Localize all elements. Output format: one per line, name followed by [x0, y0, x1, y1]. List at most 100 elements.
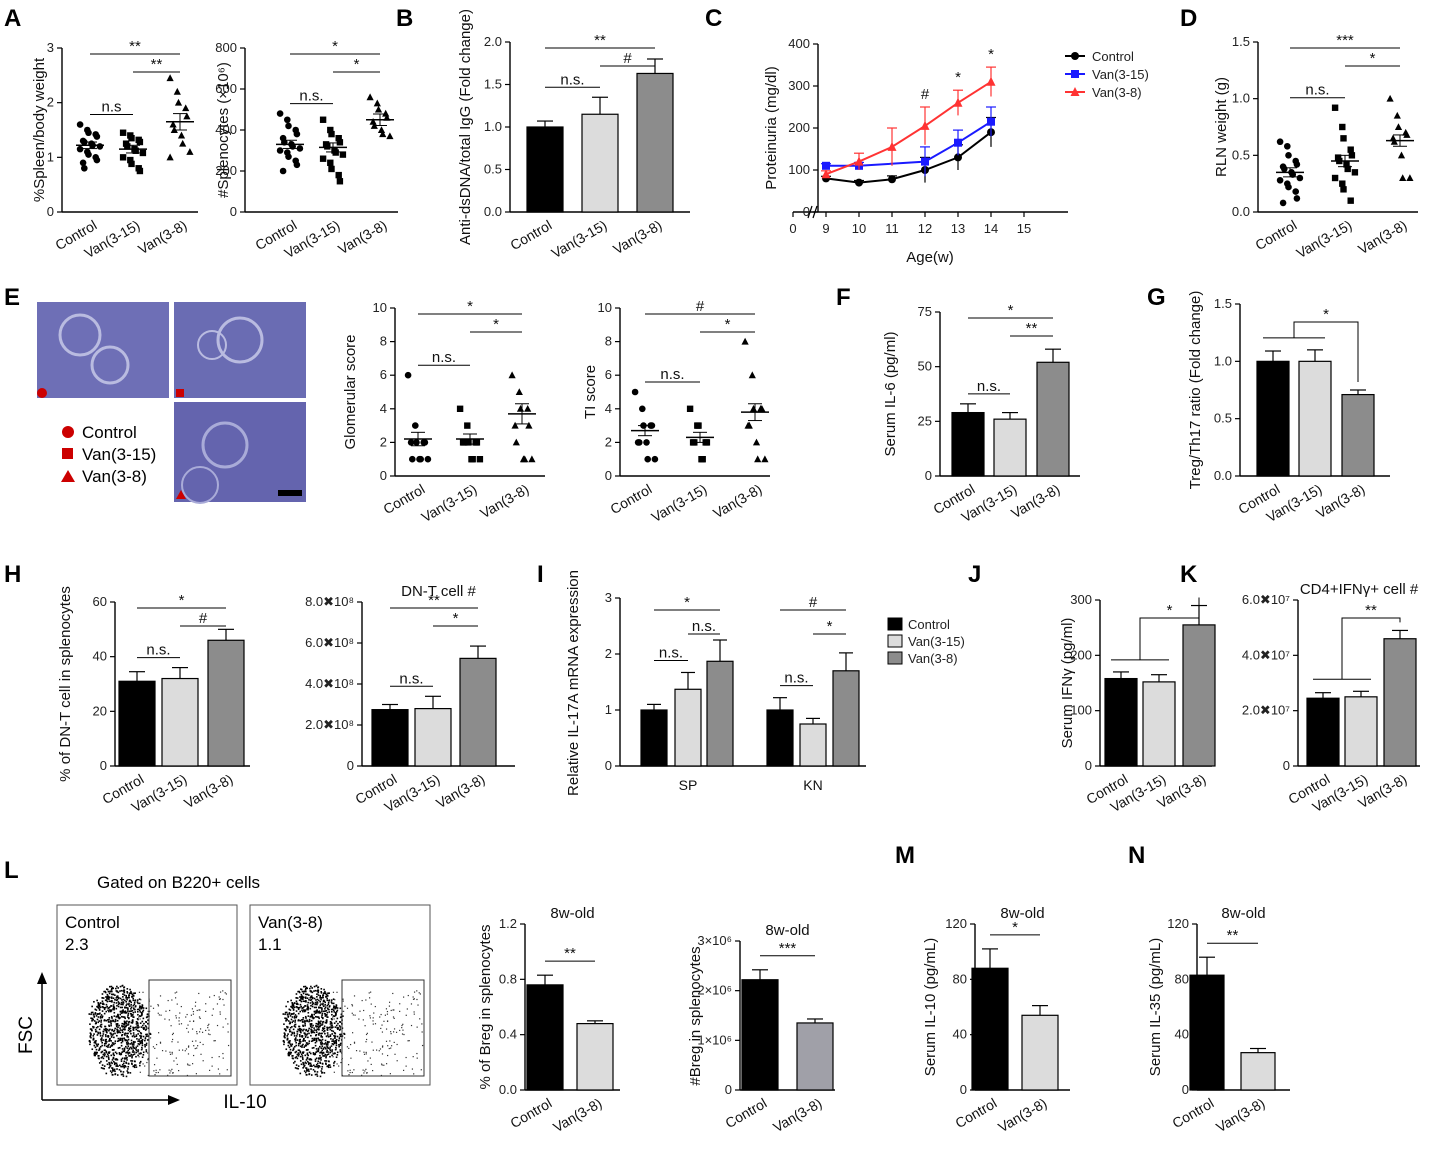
flow-dot: [325, 1014, 327, 1016]
flow-dot: [158, 1014, 160, 1016]
flow-dot: [333, 1060, 336, 1063]
flow-dot: [332, 1040, 335, 1042]
flow-dot: [208, 1023, 210, 1025]
flow-dot: [141, 1040, 143, 1043]
flow-dot: [114, 1042, 116, 1045]
data-point: [465, 439, 472, 446]
flow-dot: [134, 1011, 137, 1013]
flow-dot: [329, 1048, 331, 1050]
flow-dot: [121, 1029, 124, 1032]
flow-dot: [332, 1056, 334, 1058]
flow-dot: [108, 1039, 111, 1041]
bar: [1344, 696, 1378, 767]
flow-dot: [284, 1029, 287, 1032]
flow-dot: [324, 1042, 327, 1044]
flow-dot: [112, 997, 115, 999]
flow-dot: [99, 1035, 102, 1037]
flow-dot: [198, 1009, 200, 1011]
flow-dot: [125, 1061, 127, 1064]
flow-dot: [290, 1034, 293, 1036]
flow-dot: [291, 1004, 294, 1006]
bar: [636, 72, 674, 213]
flow-dot: [118, 1002, 121, 1005]
flow-dot: [290, 999, 292, 1002]
y-tick-label: 1×10⁶: [697, 1032, 732, 1047]
flow-dot: [336, 1007, 339, 1009]
flow-dot: [330, 1008, 333, 1011]
flow-dot: [302, 1058, 304, 1061]
flow-dot: [102, 1030, 105, 1033]
flow-dot: [105, 1003, 108, 1006]
data-point: [93, 133, 101, 140]
flow-dot: [111, 1074, 114, 1076]
legend-label: Control: [908, 617, 950, 632]
y-tick-label: 2: [47, 95, 54, 110]
flow-dot: [319, 1061, 321, 1064]
significance-label: *: [955, 69, 961, 86]
flow-dot: [328, 1041, 330, 1043]
flow-dot: [127, 1036, 130, 1038]
flow-dot: [91, 1011, 94, 1014]
flow-dot: [136, 999, 139, 1001]
flow-dot: [389, 1040, 391, 1042]
flow-dot: [211, 1014, 213, 1016]
flow-dot: [128, 1047, 131, 1050]
flow-dot: [139, 1060, 142, 1063]
data-point: [179, 139, 187, 147]
flow-dot: [134, 999, 137, 1001]
flow-dot: [222, 1052, 224, 1055]
flow-dot: [120, 1015, 123, 1018]
flow-dot: [320, 1070, 323, 1072]
flow-dot: [305, 1001, 307, 1003]
flow-dot: [314, 1001, 317, 1004]
flow-dot: [146, 1061, 148, 1064]
flow-dot: [198, 992, 200, 995]
data-point: [328, 165, 335, 173]
flow-dot: [114, 994, 116, 996]
flow-dot: [124, 1058, 126, 1060]
flow-dot: [99, 1017, 102, 1019]
flow-dot: [130, 1013, 132, 1015]
flow-dot: [327, 1034, 329, 1036]
flow-dot: [140, 999, 142, 1001]
flow-dot: [291, 1026, 293, 1028]
flow-dot: [132, 1044, 135, 1046]
flow-dot: [320, 1016, 323, 1018]
flow-dot: [124, 1010, 127, 1013]
flow-dot: [144, 1029, 147, 1031]
flow-dot: [93, 1033, 95, 1035]
y-tick-label: 80: [1175, 971, 1189, 986]
flow-dot: [89, 1035, 92, 1038]
flow-dot: [335, 1013, 337, 1016]
flow-dot: [358, 1018, 360, 1020]
flow-dot: [324, 1032, 326, 1035]
legend-swatch: [887, 651, 903, 665]
flow-dot: [309, 1052, 312, 1055]
data-point: [276, 110, 284, 117]
flow-dot: [390, 1009, 392, 1012]
flow-dot: [313, 985, 316, 988]
flow-dot: [108, 992, 111, 995]
data-point: [525, 421, 533, 429]
flow-dot: [187, 1053, 190, 1055]
flow-dot: [318, 1021, 321, 1023]
flow-dot: [330, 1025, 333, 1027]
flow-dot: [295, 1050, 298, 1053]
flow-dot: [335, 1004, 338, 1007]
flow-dot: [187, 1064, 189, 1066]
flow-dot: [321, 1065, 324, 1068]
flow-dot: [105, 996, 107, 998]
flow-dot: [286, 1025, 288, 1028]
significance-label: *: [1323, 306, 1329, 323]
data-point: [409, 455, 416, 463]
flow-dot: [334, 1035, 337, 1037]
flow-dot: [92, 1019, 94, 1021]
flow-dot: [317, 1016, 320, 1018]
flow-dot: [106, 997, 108, 999]
bar: [526, 984, 564, 1091]
y-tick-label: 0.4: [499, 1027, 517, 1042]
flow-dot: [199, 1028, 202, 1030]
flow-dot: [131, 1043, 134, 1045]
flow-dot: [315, 1051, 317, 1054]
flow-dot: [303, 1064, 306, 1067]
